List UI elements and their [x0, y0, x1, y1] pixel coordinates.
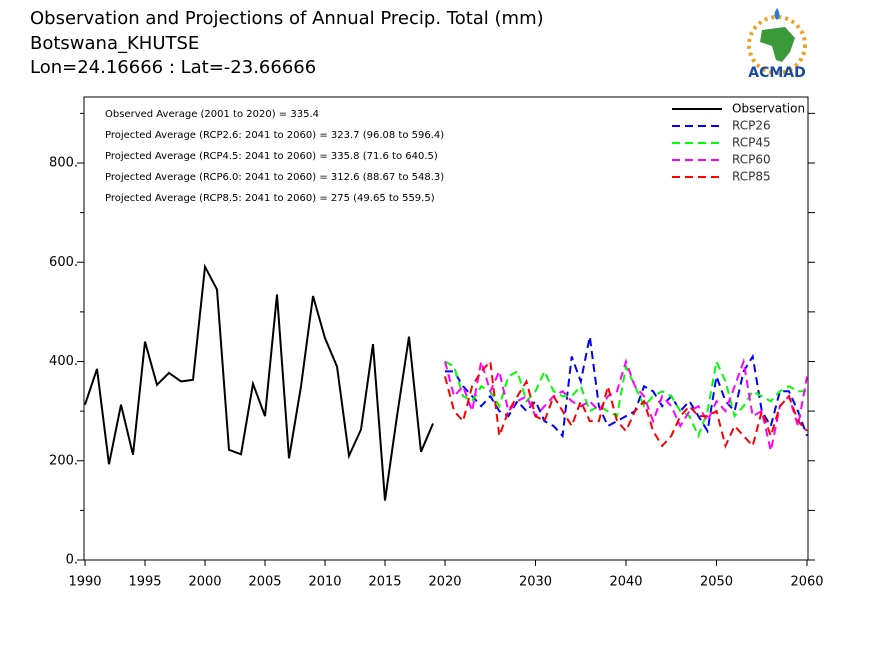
x-tick-label: 2060: [790, 575, 823, 590]
chart-subtitle: Botswana_KHUTSE: [30, 33, 199, 54]
y-tick-label: 600.: [49, 255, 78, 270]
y-tick-label: 0.: [66, 553, 78, 568]
y-tick-label: 800.: [49, 156, 78, 171]
x-tick-label: 2040: [609, 575, 642, 590]
x-tick-label: 1990: [68, 575, 101, 590]
x-tick-label: 2020: [428, 575, 461, 590]
series-line: [444, 359, 808, 449]
annotation: Projected Average (RCP2.6: 2041 to 2060)…: [105, 130, 444, 141]
x-tick-label: 2050: [700, 575, 733, 590]
series-line: [444, 358, 807, 439]
legend-label: RCP85: [732, 170, 771, 184]
x-tick-label: 2000: [188, 575, 221, 590]
legend-label: RCP45: [732, 136, 771, 150]
legend-label: RCP60: [732, 153, 771, 167]
logo-text: ACMAD: [748, 65, 806, 81]
y-tick-label: 400.: [49, 354, 78, 369]
x-tick-label: 2030: [519, 575, 552, 590]
annotation: Projected Average (RCP4.5: 2041 to 2060)…: [105, 151, 438, 162]
series-line: [84, 263, 434, 501]
series-line: [445, 336, 808, 439]
x-tick-label: 2015: [368, 575, 401, 590]
chart-title: Observation and Projections of Annual Pr…: [30, 8, 544, 29]
legend-label: RCP26: [732, 119, 771, 133]
y-tick-label: 200.: [49, 453, 78, 468]
location: Lon=24.16666 : Lat=-23.66666: [30, 57, 316, 78]
plot-frame: [83, 96, 809, 561]
legend-label: Observation: [732, 102, 805, 116]
series-line: [444, 357, 808, 452]
x-tick-label: 2005: [248, 575, 281, 590]
logo: ACMAD: [747, 8, 807, 81]
annotation: Observed Average (2001 to 2020) = 335.4: [105, 109, 319, 120]
x-tick-label: 1995: [128, 575, 161, 590]
annotation: Projected Average (RCP6.0: 2041 to 2060)…: [105, 172, 444, 183]
x-tick-label: 2010: [308, 575, 341, 590]
annotation: Projected Average (RCP8.5: 2041 to 2060)…: [105, 193, 435, 204]
